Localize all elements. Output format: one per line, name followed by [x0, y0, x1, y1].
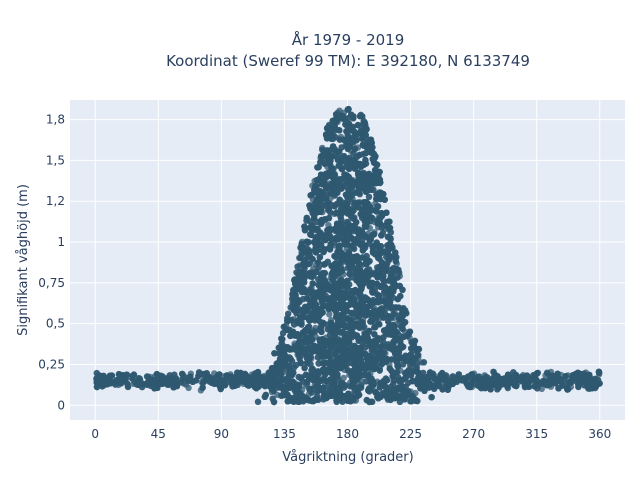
- scatter-points: [93, 105, 603, 406]
- scatter-point: [369, 398, 376, 405]
- scatter-point: [359, 121, 367, 128]
- scatter-point: [254, 398, 262, 405]
- scatter-point: [320, 302, 328, 310]
- scatter-point: [390, 380, 397, 387]
- scatter-point: [185, 384, 192, 392]
- scatter-point: [390, 310, 397, 318]
- scatter-point: [315, 360, 322, 367]
- scatter-point: [365, 386, 373, 394]
- scatter-point: [340, 374, 347, 382]
- scatter-point: [420, 359, 428, 366]
- scatter-point: [294, 263, 301, 270]
- scatter-point: [543, 369, 551, 376]
- scatter-point: [344, 218, 351, 226]
- scatter-point: [415, 351, 422, 359]
- scatter-point: [285, 310, 292, 317]
- scatter-point: [326, 311, 333, 318]
- scatter-point: [365, 193, 373, 200]
